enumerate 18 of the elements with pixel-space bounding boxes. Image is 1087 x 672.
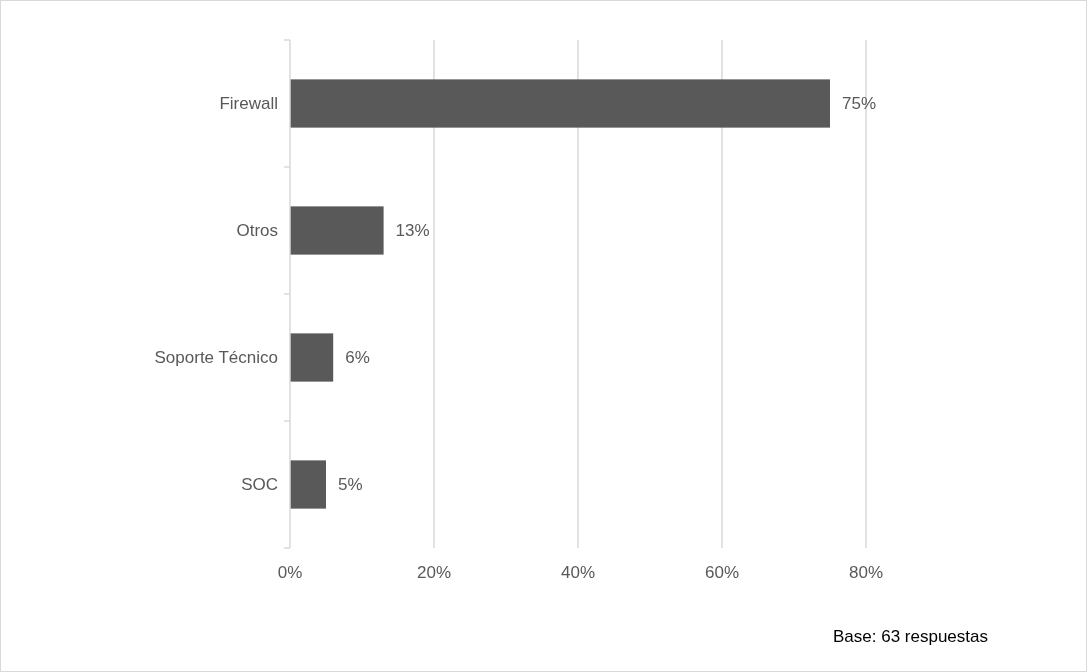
x-tick-label: 40%: [560, 563, 596, 582]
data-label: 13%: [395, 221, 430, 241]
x-tick-label: 80%: [848, 563, 884, 582]
x-tick-label: 60%: [704, 563, 740, 582]
y-tick-label: Soporte Técnico: [154, 348, 278, 368]
x-tick-label: 0%: [277, 563, 303, 582]
x-tick-label: 20%: [416, 563, 452, 582]
bar: [290, 206, 384, 255]
data-label: 75%: [842, 94, 877, 114]
data-label: 5%: [338, 475, 363, 495]
bar: [290, 460, 326, 509]
y-tick-label: Otros: [236, 221, 278, 241]
y-tick-label: SOC: [241, 475, 278, 495]
y-tick-label: Firewall: [219, 94, 278, 114]
data-label: 6%: [345, 348, 370, 368]
bar: [290, 333, 334, 382]
bar: [290, 79, 830, 128]
text: Base: 63 respuestas: [833, 627, 988, 646]
